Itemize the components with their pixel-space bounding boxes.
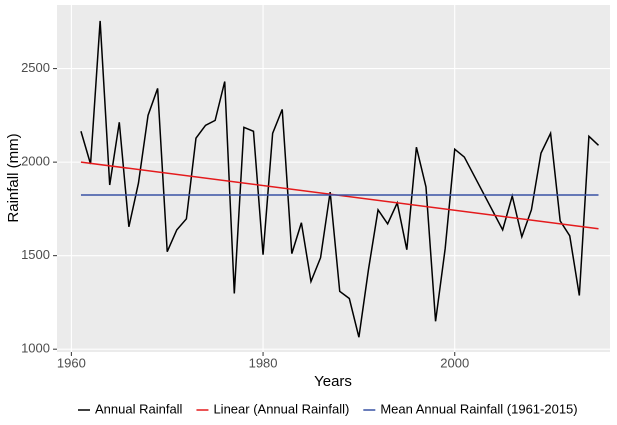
panel bbox=[57, 5, 610, 352]
x-tick-label: 2000 bbox=[440, 355, 469, 370]
y-tick-label: 1500 bbox=[21, 247, 50, 262]
x-axis-title: Years bbox=[314, 373, 352, 390]
y-tick-label: 1000 bbox=[21, 341, 50, 356]
series-line bbox=[80, 20, 600, 338]
legend-label: Linear (Annual Rainfall) bbox=[213, 401, 349, 416]
y-tick-label: 2500 bbox=[21, 60, 50, 75]
x-tick-label: 1960 bbox=[57, 355, 86, 370]
y-tick-label: 2000 bbox=[21, 154, 50, 169]
legend-label: Mean Annual Rainfall (1961-2015) bbox=[380, 401, 577, 416]
legend-label: Annual Rainfall bbox=[95, 401, 183, 416]
x-tick-label: 1980 bbox=[249, 355, 278, 370]
y-axis-title: Rainfall (mm) bbox=[5, 133, 22, 222]
